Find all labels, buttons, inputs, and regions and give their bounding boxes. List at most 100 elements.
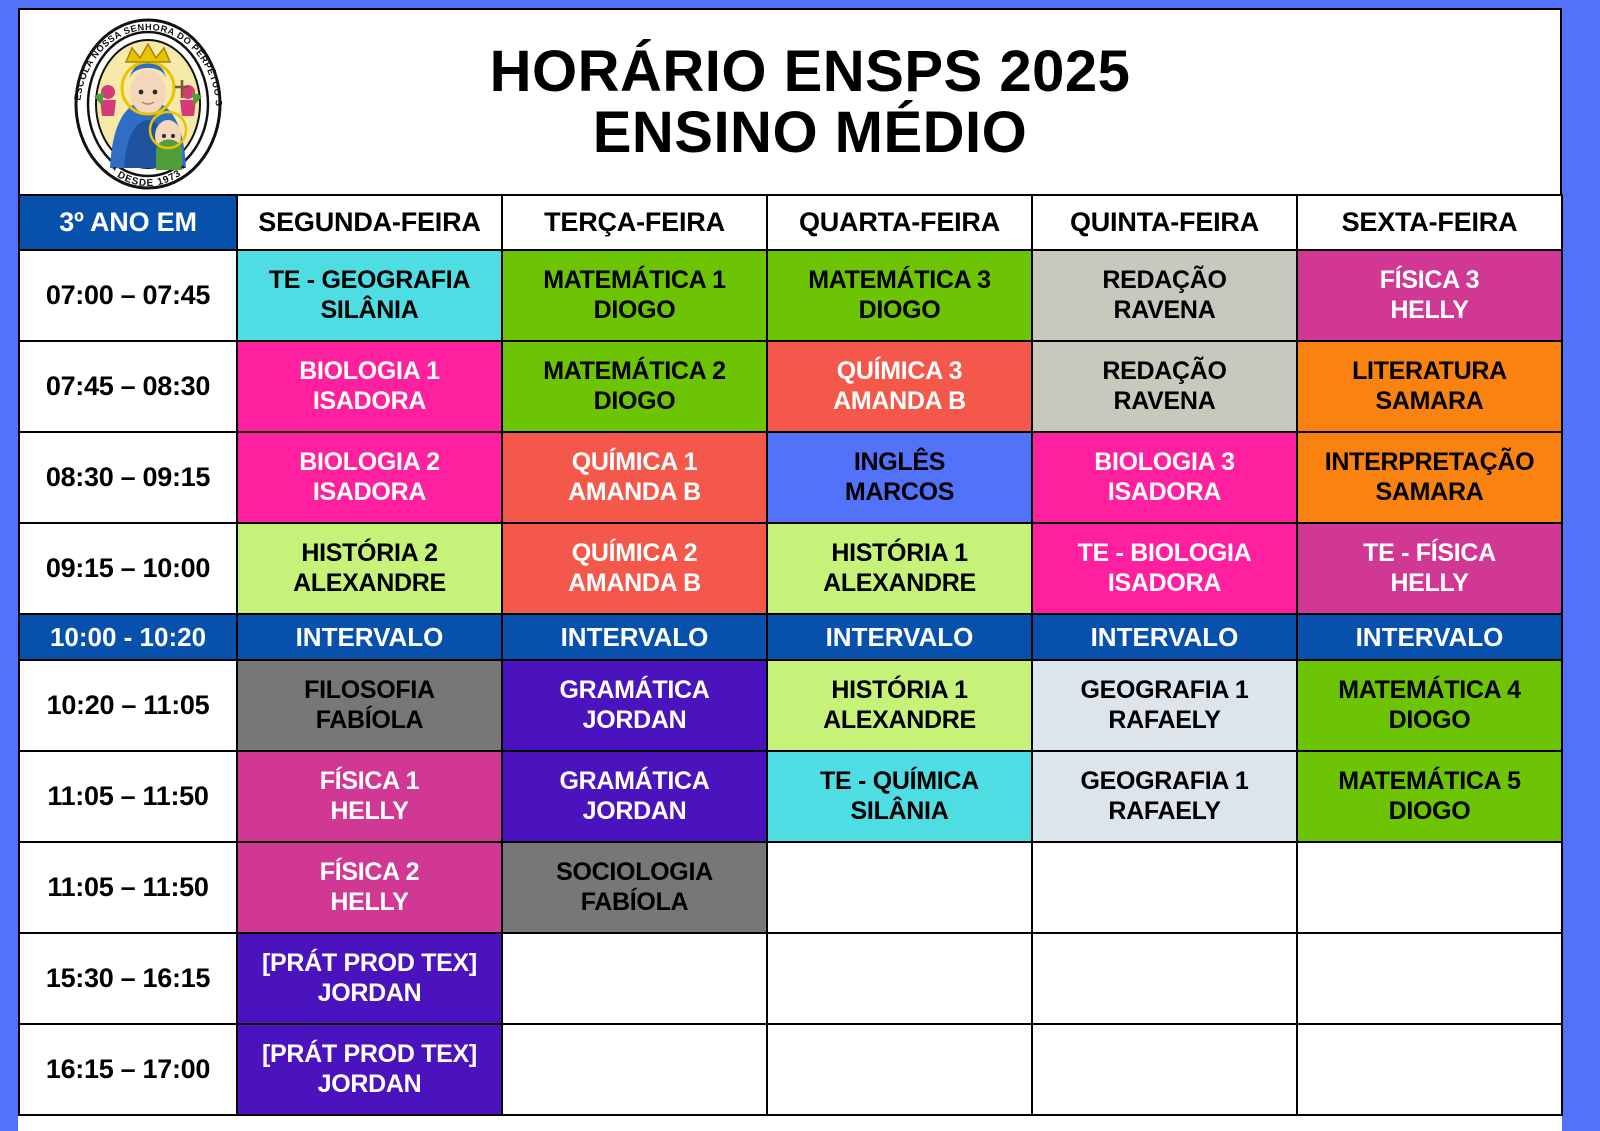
- subject: TE - BIOLOGIA: [1077, 539, 1252, 567]
- teacher: RAVENA: [1113, 295, 1216, 324]
- time-slot-break: 10:00 - 10:20: [18, 613, 238, 661]
- class-cell-sex-8[interactable]: [1296, 841, 1563, 934]
- subject: FÍSICA 1: [319, 767, 420, 795]
- class-cell-ter-9[interactable]: [501, 932, 768, 1025]
- subject: LITERATURA: [1352, 357, 1507, 385]
- class-cell-qua-10[interactable]: [766, 1023, 1033, 1116]
- teacher: JORDAN: [317, 978, 422, 1007]
- class-cell-qua-8[interactable]: [766, 841, 1033, 934]
- title-line-1: HORÁRIO ENSPS 2025: [489, 38, 1131, 104]
- table-row: 16:15 – 17:00 [PRÁT PROD TEX] JORDAN: [18, 1023, 1563, 1116]
- break-cell-qua: INTERVALO: [766, 613, 1033, 661]
- class-cell-seg-1[interactable]: TE - GEOGRAFIA SILÂNIA: [236, 249, 503, 342]
- time-slot-6: 10:20 – 11:05: [18, 659, 238, 752]
- subject: QUÍMICA 2: [571, 539, 698, 567]
- break-row: 10:00 - 10:20 INTERVALO INTERVALO INTERV…: [18, 613, 1563, 661]
- class-cell-sex-9[interactable]: [1296, 932, 1563, 1025]
- class-cell-qui-4[interactable]: TE - BIOLOGIA ISADORA: [1031, 522, 1298, 615]
- class-cell-seg-4[interactable]: HISTÓRIA 2 ALEXANDRE: [236, 522, 503, 615]
- break-cell-ter: INTERVALO: [501, 613, 768, 661]
- class-cell-qua-1[interactable]: MATEMÁTICA 3 DIOGO: [766, 249, 1033, 342]
- class-cell-sex-7[interactable]: MATEMÁTICA 5 DIOGO: [1296, 750, 1563, 843]
- class-cell-sex-6[interactable]: MATEMÁTICA 4 DIOGO: [1296, 659, 1563, 752]
- class-cell-qua-9[interactable]: [766, 932, 1033, 1025]
- teacher: ISADORA: [1107, 568, 1222, 597]
- time-slot-9: 15:30 – 16:15: [18, 932, 238, 1025]
- time-slot-10: 16:15 – 17:00: [18, 1023, 238, 1116]
- table-row: 07:00 – 07:45 TE - GEOGRAFIA SILÂNIA MAT…: [18, 249, 1563, 342]
- time-slot-2: 07:45 – 08:30: [18, 340, 238, 433]
- subject: TE - GEOGRAFIA: [268, 266, 471, 294]
- class-cell-seg-3[interactable]: BIOLOGIA 2 ISADORA: [236, 431, 503, 524]
- subject: GEOGRAFIA 1: [1080, 767, 1249, 795]
- class-cell-sex-3[interactable]: INTERPRETAÇÃO SAMARA: [1296, 431, 1563, 524]
- class-cell-ter-4[interactable]: QUÍMICA 2 AMANDA B: [501, 522, 768, 615]
- class-cell-sex-2[interactable]: LITERATURA SAMARA: [1296, 340, 1563, 433]
- class-cell-seg-9[interactable]: [PRÁT PROD TEX] JORDAN: [236, 932, 503, 1025]
- class-cell-qua-7[interactable]: TE - QUÍMICA SILÂNIA: [766, 750, 1033, 843]
- subject: SOCIOLOGIA: [556, 858, 713, 886]
- teacher: FABÍOLA: [315, 705, 424, 734]
- subject: TE - FÍSICA: [1363, 539, 1496, 567]
- class-cell-qui-2[interactable]: REDAÇÃO RAVENA: [1031, 340, 1298, 433]
- class-cell-sex-1[interactable]: FÍSICA 3 HELLY: [1296, 249, 1563, 342]
- class-cell-seg-2[interactable]: BIOLOGIA 1 ISADORA: [236, 340, 503, 433]
- time-slot-4: 09:15 – 10:00: [18, 522, 238, 615]
- subject: MATEMÁTICA 4: [1338, 676, 1521, 704]
- class-cell-qui-9[interactable]: [1031, 932, 1298, 1025]
- teacher: HELLY: [330, 796, 409, 825]
- table-row: 09:15 – 10:00 HISTÓRIA 2 ALEXANDRE QUÍMI…: [18, 522, 1563, 615]
- subject: FÍSICA 2: [319, 858, 420, 886]
- class-cell-seg-8[interactable]: FÍSICA 2 HELLY: [236, 841, 503, 934]
- teacher: DIOGO: [593, 386, 676, 415]
- day-header-sexta: SEXTA-FEIRA: [1296, 194, 1563, 251]
- table-row: 11:05 – 11:50 FÍSICA 1 HELLY GRAMÁTICA J…: [18, 750, 1563, 843]
- subject: GEOGRAFIA 1: [1080, 676, 1249, 704]
- subject: [PRÁT PROD TEX]: [262, 1040, 477, 1068]
- teacher: HELLY: [1390, 568, 1469, 597]
- break-cell-sex: INTERVALO: [1296, 613, 1563, 661]
- class-cell-ter-6[interactable]: GRAMÁTICA JORDAN: [501, 659, 768, 752]
- title-line-2: ENSINO MÉDIO: [592, 100, 1028, 165]
- teacher: ALEXANDRE: [823, 705, 976, 734]
- subject: MATEMÁTICA 3: [808, 266, 991, 294]
- time-slot-1: 07:00 – 07:45: [18, 249, 238, 342]
- subject: REDAÇÃO: [1102, 357, 1227, 385]
- class-cell-seg-7[interactable]: FÍSICA 1 HELLY: [236, 750, 503, 843]
- subject: REDAÇÃO: [1102, 266, 1227, 294]
- day-header-quinta: QUINTA-FEIRA: [1031, 194, 1298, 251]
- teacher: SILÂNIA: [850, 796, 949, 825]
- class-cell-qui-7[interactable]: GEOGRAFIA 1 RAFAELY: [1031, 750, 1298, 843]
- table-row: 11:05 – 11:50 FÍSICA 2 HELLY SOCIOLOGIA …: [18, 841, 1563, 934]
- subject: [PRÁT PROD TEX]: [262, 949, 477, 977]
- class-cell-qua-6[interactable]: HISTÓRIA 1 ALEXANDRE: [766, 659, 1033, 752]
- class-cell-qua-2[interactable]: QUÍMICA 3 AMANDA B: [766, 340, 1033, 433]
- timetable: 3º ANO EM SEGUNDA-FEIRA TERÇA-FEIRA QUAR…: [18, 194, 1563, 1116]
- class-cell-qua-3[interactable]: INGLÊS MARCOS: [766, 431, 1033, 524]
- table-row: 07:45 – 08:30 BIOLOGIA 1 ISADORA MATEMÁT…: [18, 340, 1563, 433]
- class-cell-qui-1[interactable]: REDAÇÃO RAVENA: [1031, 249, 1298, 342]
- class-cell-qui-8[interactable]: [1031, 841, 1298, 934]
- subject: BIOLOGIA 3: [1094, 448, 1235, 476]
- time-slot-3: 08:30 – 09:15: [18, 431, 238, 524]
- subject: FILOSOFIA: [304, 676, 435, 704]
- class-cell-ter-8[interactable]: SOCIOLOGIA FABÍOLA: [501, 841, 768, 934]
- class-cell-ter-7[interactable]: GRAMÁTICA JORDAN: [501, 750, 768, 843]
- class-cell-ter-2[interactable]: MATEMÁTICA 2 DIOGO: [501, 340, 768, 433]
- class-cell-ter-10[interactable]: [501, 1023, 768, 1116]
- teacher: SAMARA: [1375, 386, 1484, 415]
- class-cell-qua-4[interactable]: HISTÓRIA 1 ALEXANDRE: [766, 522, 1033, 615]
- class-cell-seg-10[interactable]: [PRÁT PROD TEX] JORDAN: [236, 1023, 503, 1116]
- break-cell-qui: INTERVALO: [1031, 613, 1298, 661]
- class-cell-seg-6[interactable]: FILOSOFIA FABÍOLA: [236, 659, 503, 752]
- subject: MATEMÁTICA 5: [1338, 767, 1521, 795]
- class-cell-qui-6[interactable]: GEOGRAFIA 1 RAFAELY: [1031, 659, 1298, 752]
- subject: GRAMÁTICA: [559, 676, 710, 704]
- class-cell-ter-1[interactable]: MATEMÁTICA 1 DIOGO: [501, 249, 768, 342]
- teacher: AMANDA B: [568, 568, 701, 597]
- class-cell-sex-10[interactable]: [1296, 1023, 1563, 1116]
- class-cell-qui-10[interactable]: [1031, 1023, 1298, 1116]
- class-cell-sex-4[interactable]: TE - FÍSICA HELLY: [1296, 522, 1563, 615]
- class-cell-ter-3[interactable]: QUÍMICA 1 AMANDA B: [501, 431, 768, 524]
- class-cell-qui-3[interactable]: BIOLOGIA 3 ISADORA: [1031, 431, 1298, 524]
